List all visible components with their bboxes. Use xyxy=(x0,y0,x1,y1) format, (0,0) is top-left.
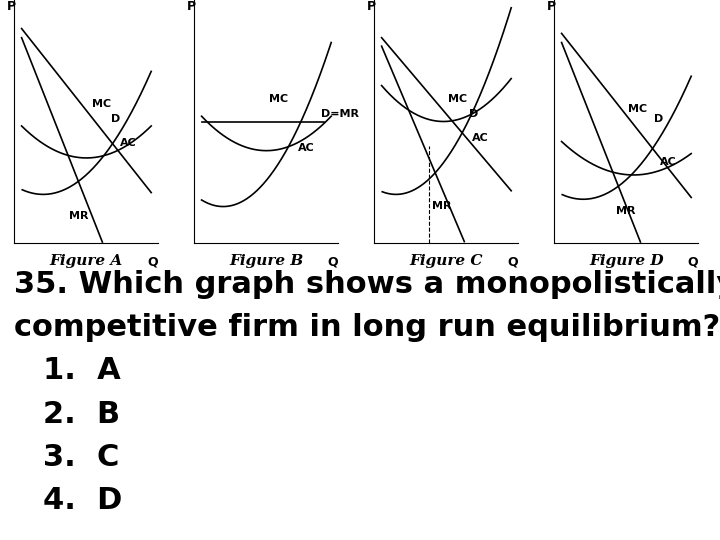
Text: MR: MR xyxy=(432,201,451,211)
Text: Q: Q xyxy=(688,255,698,268)
Text: Figure B: Figure B xyxy=(229,254,304,268)
Text: competitive firm in long run equilibrium?: competitive firm in long run equilibrium… xyxy=(14,313,720,342)
Text: Figure D: Figure D xyxy=(589,254,664,268)
Text: 35. Which graph shows a monopolistically: 35. Which graph shows a monopolistically xyxy=(14,270,720,299)
Text: Q: Q xyxy=(328,255,338,268)
Text: MC: MC xyxy=(628,104,647,114)
Text: MC: MC xyxy=(92,99,112,109)
Text: P: P xyxy=(547,0,556,13)
Text: AC: AC xyxy=(660,157,676,167)
Text: MR: MR xyxy=(616,206,636,216)
Text: P: P xyxy=(7,0,16,13)
Text: D=MR: D=MR xyxy=(321,109,359,119)
Text: D: D xyxy=(654,113,663,124)
Text: 3.  C: 3. C xyxy=(43,443,120,472)
Text: Q: Q xyxy=(148,255,158,268)
Text: D: D xyxy=(111,113,120,124)
Text: 1.  A: 1. A xyxy=(43,356,121,386)
Text: D: D xyxy=(469,109,479,119)
Text: MC: MC xyxy=(269,94,289,104)
Text: AC: AC xyxy=(472,133,489,143)
Text: 2.  B: 2. B xyxy=(43,400,120,429)
Text: Figure A: Figure A xyxy=(50,254,123,268)
Text: MR: MR xyxy=(69,211,89,221)
Text: MC: MC xyxy=(448,94,467,104)
Text: 4.  D: 4. D xyxy=(43,486,122,515)
Text: P: P xyxy=(187,0,196,13)
Text: P: P xyxy=(367,0,376,13)
Text: Q: Q xyxy=(508,255,518,268)
Text: AC: AC xyxy=(120,138,136,148)
Text: Figure C: Figure C xyxy=(410,254,483,268)
Text: AC: AC xyxy=(298,143,315,153)
